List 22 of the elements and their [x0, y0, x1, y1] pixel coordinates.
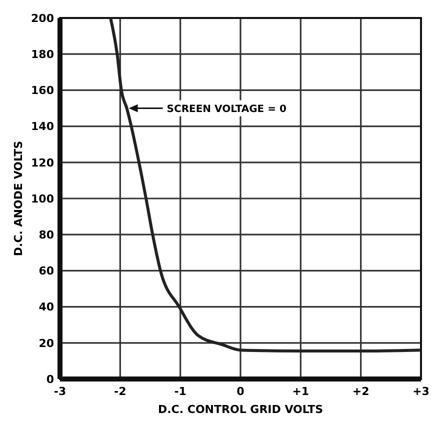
x-tick-label: +1 — [292, 385, 310, 398]
y-tick-label: 180 — [31, 48, 54, 61]
x-tick-label: 0 — [236, 385, 245, 398]
y-tick-label: 20 — [38, 336, 54, 350]
y-tick-label: 80 — [38, 228, 54, 242]
y-tick-label: 0 — [46, 372, 54, 386]
y-tick-label: 200 — [31, 12, 54, 25]
x-axis-title: D.C. CONTROL GRID VOLTS — [158, 403, 324, 416]
y-tick-label: 140 — [31, 120, 54, 134]
y-tick-label: 60 — [38, 264, 54, 278]
annotation: SCREEN VOLTAGE = 0 — [166, 104, 286, 115]
y-axis-title: D.C. ANODE VOLTS — [12, 140, 25, 256]
x-tick-label: +2 — [352, 385, 370, 398]
x-tick-label: -3 — [54, 385, 66, 398]
y-tick-label: 100 — [31, 192, 54, 206]
y-tick-label: 40 — [38, 300, 54, 314]
x-tick-label: -1 — [174, 385, 186, 398]
x-tick-label: +3 — [412, 385, 430, 398]
y-tick-label: 120 — [31, 156, 54, 170]
y-tick-label: 160 — [31, 84, 54, 98]
line-series — [109, 16, 422, 353]
x-tick-label: -2 — [114, 385, 126, 398]
